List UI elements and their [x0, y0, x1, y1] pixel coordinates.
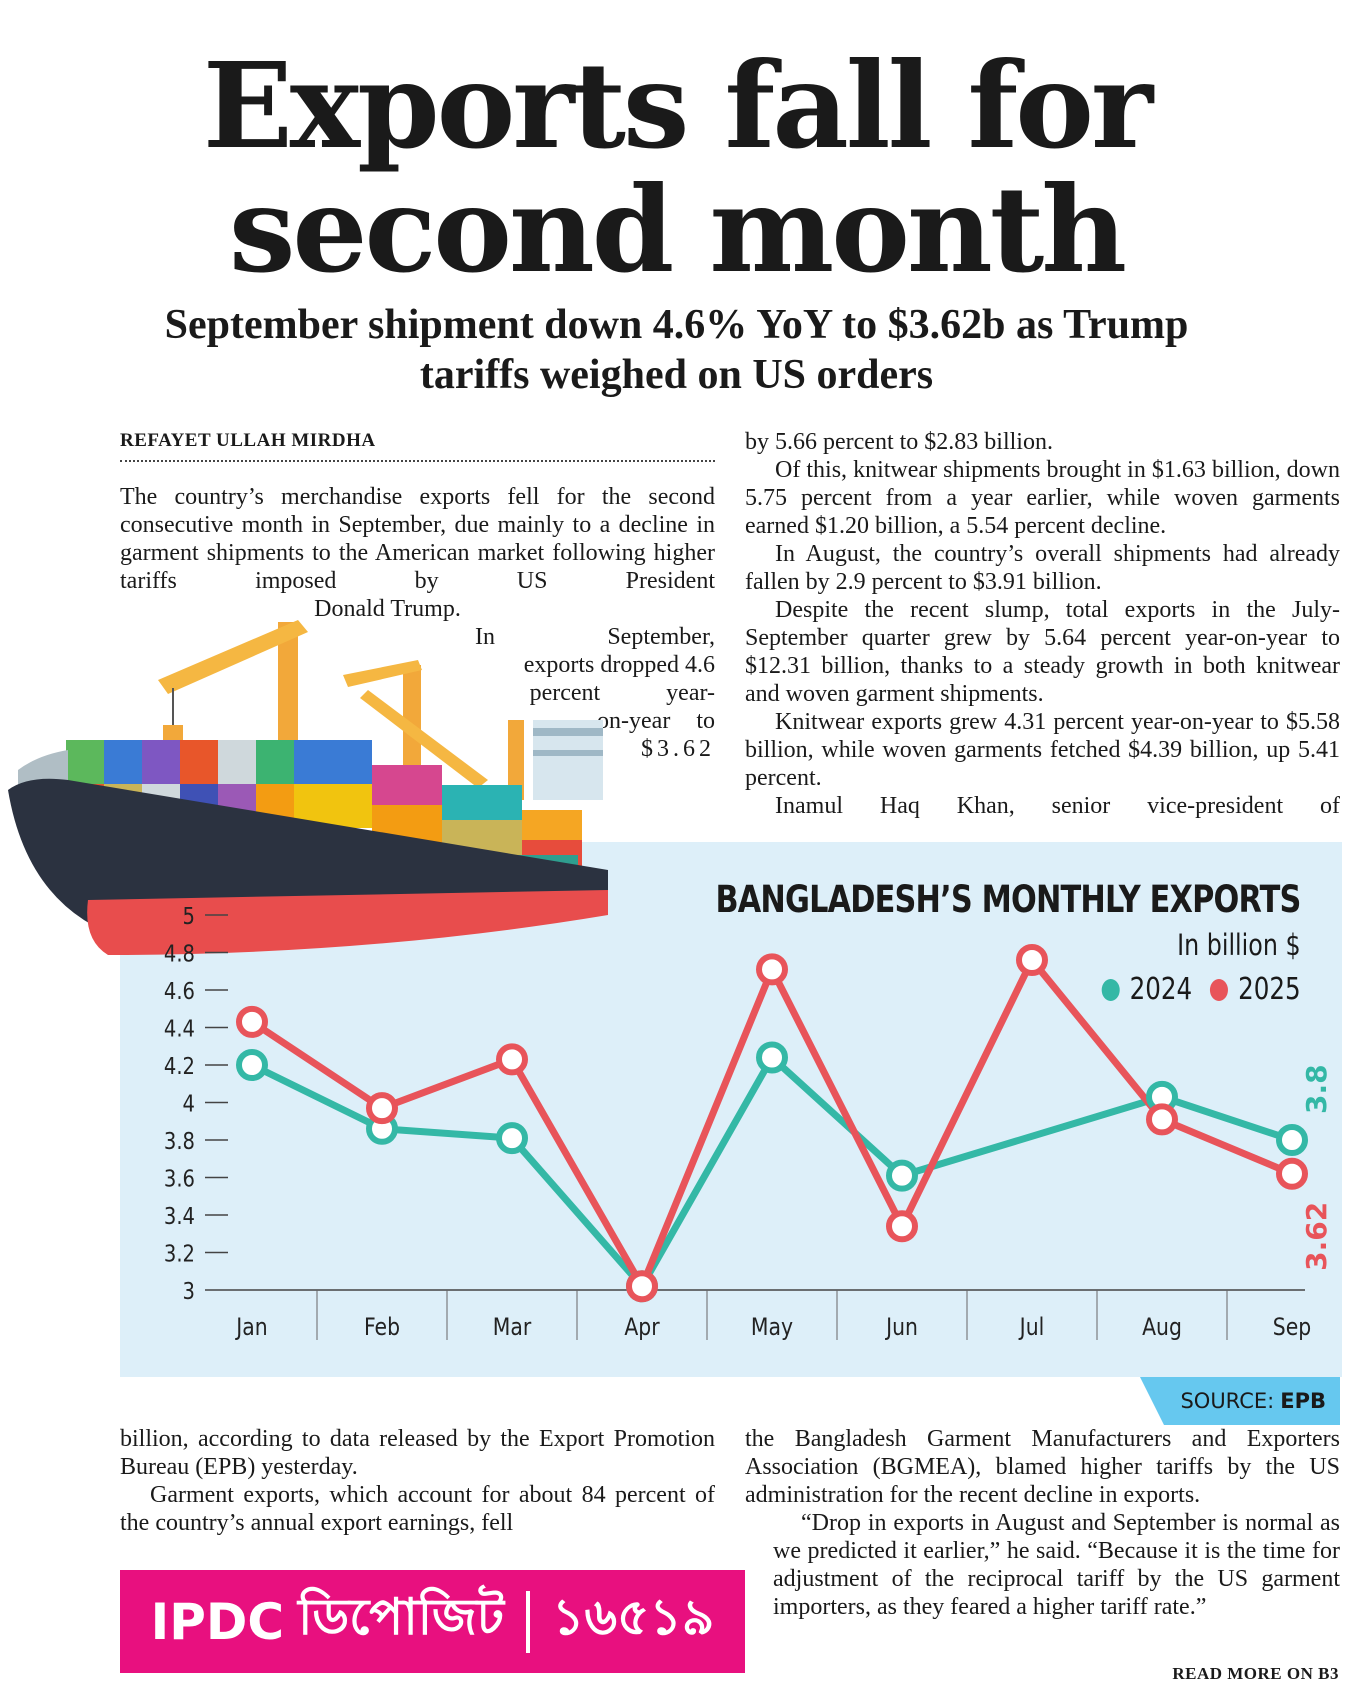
paragraph-line: percent year- [529, 680, 715, 706]
ad-number: ১৬৫১৯ [552, 1588, 715, 1646]
source-tab: SOURCE: EPB [1140, 1377, 1340, 1425]
paragraph: Inamul Haq Khan, senior vice-president o… [775, 793, 1340, 819]
article-column-2: by 5.66 percent to $2.83 billion. Of thi… [745, 428, 1340, 820]
paragraph-line: exports dropped 4.6 [523, 652, 715, 678]
legend-swatch-2024 [1101, 978, 1121, 1001]
paragraph: “Drop in exports in August and September… [773, 1510, 1340, 1620]
headline-line-1: Exports fall for [202, 36, 1153, 175]
byline: REFAYET ULLAH MIRDHA [120, 430, 715, 462]
ad-brand: IPDC [150, 1592, 285, 1651]
legend-label-2024: 2024 [1129, 972, 1193, 1007]
chart-title: BANGLADESH’S MONTHLY EXPORTS [715, 878, 1302, 921]
article-column-1: The country’s merchandise exports fell f… [120, 483, 715, 763]
paragraph: Knitwear exports grew 4.31 percent year-… [745, 709, 1340, 791]
subheadline: September shipment down 4.6% YoY to $3.6… [60, 300, 1293, 400]
subheadline-line-2: tariffs weighed on US orders [419, 352, 934, 398]
article-column-3: billion, according to data released by t… [120, 1425, 715, 1537]
paragraph-line: $3.62 [641, 736, 715, 762]
read-more-link[interactable]: READ MORE ON B3 [1172, 1664, 1339, 1683]
article-column-4: the Bangladesh Garment Manufacturers and… [745, 1425, 1340, 1621]
paragraph: In August, the country’s overall shipmen… [745, 541, 1340, 595]
paragraph: Of this, knitwear shipments brought in $… [745, 457, 1340, 539]
ipdc-deposit-ad[interactable]: IPDC ডিপোজিট ১৬৫১৯ [120, 1570, 745, 1673]
headline-line-2: second month [228, 160, 1127, 299]
source-value: EPB [1280, 1389, 1326, 1413]
paragraph-line: on-year to [597, 708, 715, 734]
legend-label-2025: 2025 [1238, 972, 1301, 1007]
paragraph: billion, according to data released by t… [120, 1426, 715, 1480]
cargo-ship-illustration [8, 620, 608, 955]
paragraph-line: In September, [475, 624, 715, 650]
paragraph: The country’s merchandise exports fell f… [120, 484, 715, 594]
legend-swatch-2025 [1210, 978, 1229, 1001]
paragraph-end: Donald Trump. [314, 596, 461, 622]
chart-legend: 2024 2025 [1101, 972, 1301, 1007]
paragraph: Despite the recent slump, total exports … [745, 597, 1340, 707]
paragraph: Garment exports, which account for about… [120, 1482, 715, 1536]
headline: Exports fall for second month [0, 44, 1353, 292]
subheadline-line-1: September shipment down 4.6% YoY to $3.6… [164, 302, 1189, 348]
chart-unit: In billion $ [1177, 928, 1301, 962]
paragraph: the Bangladesh Garment Manufacturers and… [745, 1426, 1340, 1508]
ad-text: ডিপোজিট [298, 1588, 505, 1646]
paragraph: by 5.66 percent to $2.83 billion. [745, 429, 1053, 455]
source-label: SOURCE: [1180, 1389, 1275, 1413]
ad-divider [526, 1590, 531, 1653]
